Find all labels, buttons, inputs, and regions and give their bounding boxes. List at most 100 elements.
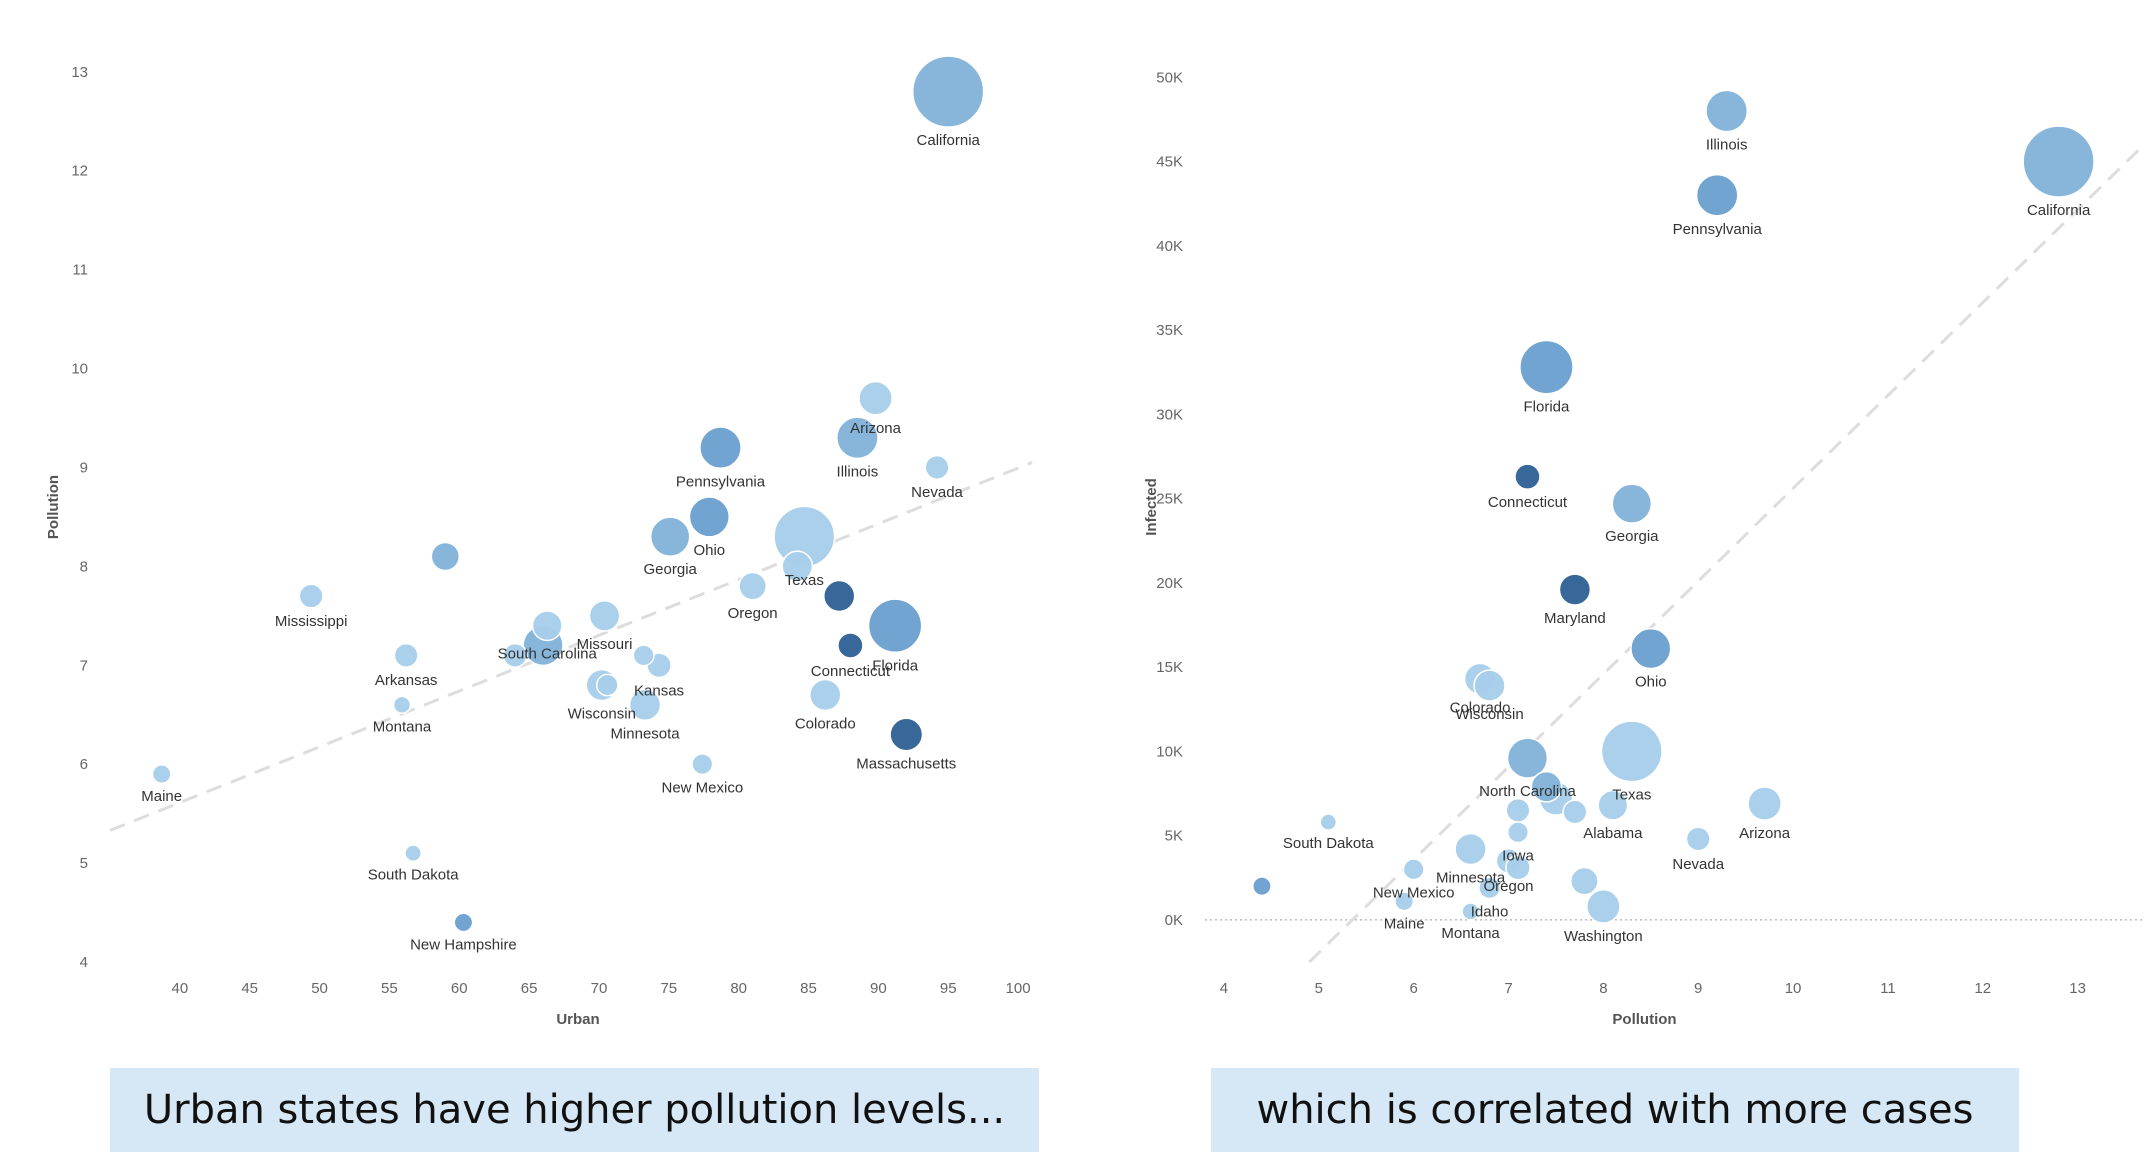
x-tick-label: 60: [451, 980, 468, 997]
point-marker: [889, 717, 924, 752]
point-marker: [628, 688, 662, 722]
point-marker: [688, 496, 730, 538]
point-marker: [1570, 866, 1599, 896]
point-marker: [1505, 854, 1531, 881]
point-label: Arkansas: [375, 672, 438, 689]
x-tick-label: 8: [1599, 980, 1607, 997]
point-marker: [691, 753, 714, 776]
y-tick-label: 13: [71, 64, 88, 81]
point-marker: [1319, 813, 1338, 831]
point-marker: [809, 678, 842, 712]
y-tick-label: 5: [80, 855, 88, 872]
point-label: Pennsylvania: [676, 473, 766, 490]
point-marker: [924, 454, 950, 480]
point-marker: [1705, 89, 1749, 133]
point-marker: [1506, 821, 1530, 844]
point-label: Maryland: [1544, 610, 1606, 627]
point-marker: [1597, 789, 1629, 821]
point-marker: [2022, 125, 2095, 198]
y-axis-title: Infected: [1143, 478, 1160, 536]
point-label: Colorado: [795, 715, 856, 732]
point-label: North Carolina: [1479, 783, 1576, 800]
point-marker: [1402, 858, 1425, 881]
point-label: Oregon: [728, 605, 778, 622]
x-tick-label: 11: [1880, 980, 1896, 997]
point-label: Oregon: [1483, 878, 1533, 895]
point-label: Idaho: [1471, 904, 1509, 921]
point-marker: [1747, 786, 1782, 821]
point-label: Georgia: [1605, 528, 1659, 545]
point-label: Illinois: [837, 463, 879, 480]
point-label: Wisconsin: [568, 706, 636, 723]
y-tick-label: 20K: [1156, 575, 1183, 592]
point-marker: [1600, 720, 1663, 783]
y-tick-label: 40K: [1156, 238, 1183, 255]
point-marker: [1514, 463, 1541, 490]
x-tick-label: 50: [311, 980, 328, 997]
point-marker: [867, 598, 923, 654]
y-tick-label: 35K: [1156, 322, 1183, 339]
point-label: Montana: [373, 718, 432, 735]
point-marker: [699, 426, 742, 470]
point-marker: [531, 610, 563, 642]
point-marker: [502, 642, 528, 668]
point-marker: [393, 642, 419, 668]
point-marker: [1251, 876, 1272, 897]
x-tick-label: 70: [591, 980, 608, 997]
x-tick-label: 55: [381, 980, 398, 997]
x-tick-label: 40: [172, 980, 189, 997]
point-label: South Dakota: [368, 866, 460, 883]
point-marker: [1505, 797, 1531, 823]
x-tick-label: 100: [1006, 980, 1031, 997]
y-axis-title: Pollution: [45, 475, 62, 539]
point-label: Texas: [1612, 787, 1651, 804]
x-axis-title: Urban: [556, 1011, 599, 1028]
point-label: Minnesota: [1436, 870, 1506, 887]
point-marker: [151, 764, 172, 784]
y-tick-label: 9: [80, 459, 88, 476]
point-label: Montana: [1441, 925, 1500, 942]
y-tick-label: 6: [80, 756, 88, 773]
y-tick-label: 45K: [1156, 154, 1183, 171]
y-tick-label: 10: [71, 361, 88, 378]
point-marker: [649, 516, 691, 557]
point-label: New Hampshire: [410, 937, 517, 954]
point-marker: [858, 380, 893, 416]
point-marker: [1586, 889, 1621, 924]
y-tick-label: 11: [72, 262, 88, 279]
point-label: New Mexico: [661, 779, 743, 796]
point-marker: [1630, 627, 1672, 670]
point-marker: [1394, 891, 1415, 912]
point-marker: [1519, 339, 1574, 395]
point-marker: [836, 416, 879, 460]
x-tick-label: 10: [1785, 980, 1802, 997]
point-marker: [430, 541, 461, 572]
point-label: New Mexico: [1373, 885, 1455, 902]
x-tick-label: 12: [1974, 980, 1991, 997]
point-label: Massachusetts: [856, 756, 956, 773]
y-tick-label: 50K: [1156, 69, 1183, 86]
point-label: Colorado: [1450, 699, 1511, 716]
point-marker: [823, 579, 856, 613]
point-marker: [453, 912, 474, 933]
y-tick-label: 15K: [1156, 659, 1183, 676]
point-label: Connecticut: [811, 663, 891, 680]
point-marker: [1461, 902, 1480, 921]
point-marker: [1562, 799, 1588, 825]
point-label: Georgia: [644, 561, 698, 578]
point-label: California: [917, 132, 981, 149]
x-tick-label: 5: [1315, 980, 1323, 997]
y-tick-label: 5K: [1165, 828, 1183, 845]
trendline: [1308, 143, 2144, 964]
point-marker: [632, 644, 655, 667]
point-label: Arizona: [1739, 825, 1791, 842]
point-marker: [837, 632, 864, 659]
x-tick-label: 7: [1504, 980, 1512, 997]
point-marker: [912, 55, 985, 128]
trendline: [109, 461, 1033, 832]
point-label: South Carolina: [498, 645, 598, 662]
x-tick-label: 65: [521, 980, 538, 997]
point-label: Florida: [872, 657, 919, 674]
